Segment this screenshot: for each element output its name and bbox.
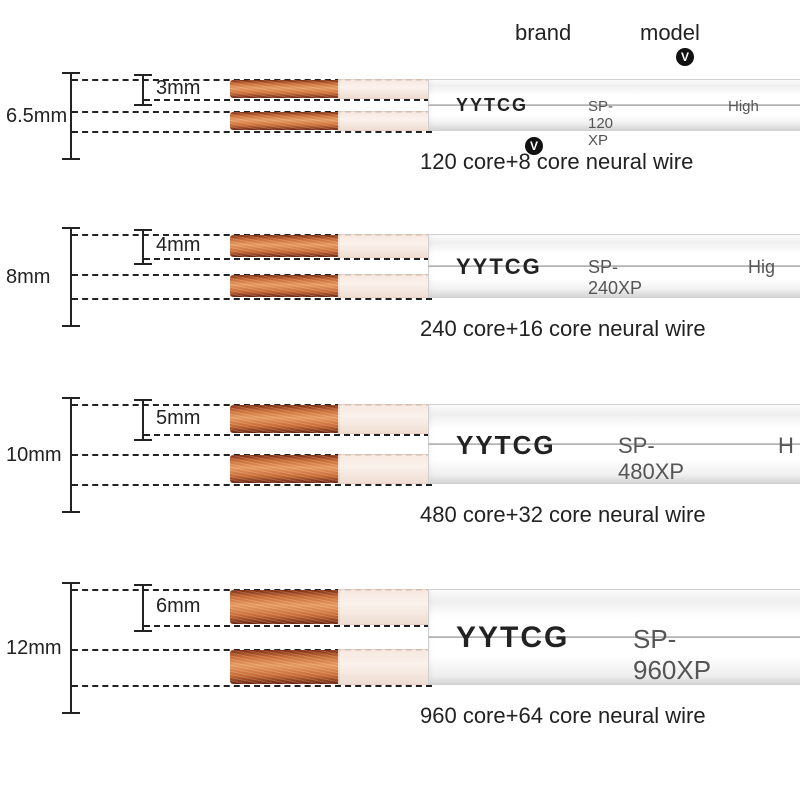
dim-tick xyxy=(62,72,80,74)
dim-tick xyxy=(134,399,152,401)
cable-extra-text: H xyxy=(778,433,794,459)
cable-row: 10mm 5mm YYTCG SP-480XP H 480 core+32 core ne… xyxy=(0,405,800,525)
dim-outer-label: 8mm xyxy=(6,266,50,289)
copper-strand xyxy=(230,235,340,257)
copper-strand xyxy=(230,455,340,483)
badge-icon: V xyxy=(525,137,543,155)
clear-jacket xyxy=(338,404,430,434)
clear-jacket xyxy=(338,111,430,131)
dim-dash xyxy=(72,298,432,300)
copper-strand xyxy=(230,650,340,684)
clear-jacket xyxy=(338,79,430,99)
dim-outer-bar xyxy=(70,72,72,158)
cable-caption: 120 core+8 core neural wire xyxy=(420,149,693,175)
dim-outer-label: 6.5mm xyxy=(6,105,67,128)
dim-tick xyxy=(134,439,152,441)
cable-brand-text: YYTCG xyxy=(456,430,556,461)
cable-model-text: SP-120 XP xyxy=(588,98,613,149)
dim-tick xyxy=(134,74,152,76)
dim-inner-label: 6mm xyxy=(156,595,200,618)
dim-tick xyxy=(62,712,80,714)
cable-row: 12mm 6mm YYTCG SP-960XP 960 core+64 core neu… xyxy=(0,590,800,726)
cable-row: 6.5mm3mmYYTCGSP-120 XPHigh120 core+8 cor… xyxy=(0,80,800,172)
dim-dash xyxy=(144,99,430,101)
clear-jacket xyxy=(338,274,430,298)
clear-jacket xyxy=(338,649,430,685)
copper-strand xyxy=(230,275,340,297)
dim-outer-bar xyxy=(70,582,72,712)
dim-tick xyxy=(62,227,80,229)
cable-brand-text: YYTCG xyxy=(456,621,569,655)
dim-dash xyxy=(72,484,432,486)
copper-strand xyxy=(230,405,340,433)
dim-tick xyxy=(134,104,152,106)
copper-strand xyxy=(230,112,340,130)
clear-jacket xyxy=(338,589,430,625)
dim-dash xyxy=(72,685,432,687)
header-brand-label: brand xyxy=(515,20,571,46)
cable-model-text: SP-960XP xyxy=(633,624,711,686)
cable-row: 8mm 4mm YYTCG SP-240XP Hig 240 core+16 core n… xyxy=(0,235,800,339)
copper-strand xyxy=(230,80,340,98)
dim-tick xyxy=(134,584,152,586)
cable-brand-text: YYTCG xyxy=(456,95,528,116)
dim-tick xyxy=(134,263,152,265)
dim-tick xyxy=(62,582,80,584)
cable-model-text: SP-480XP xyxy=(618,433,684,485)
dim-tick xyxy=(62,325,80,327)
dim-tick xyxy=(62,511,80,513)
cable-model-text: SP-240XP xyxy=(588,257,642,299)
dim-dash xyxy=(144,625,430,627)
dim-tick xyxy=(134,229,152,231)
dim-inner-label: 5mm xyxy=(156,407,200,430)
dim-tick xyxy=(134,630,152,632)
clear-jacket xyxy=(338,454,430,484)
cable-brand-text: YYTCG xyxy=(456,254,542,280)
header-model-label: model xyxy=(640,20,700,46)
clear-jacket xyxy=(338,234,430,258)
copper-strand xyxy=(230,590,340,624)
dim-dash xyxy=(72,131,432,133)
cable-extra-text: Hig xyxy=(748,257,775,278)
dim-outer-label: 12mm xyxy=(6,637,62,660)
badge-icon: V xyxy=(676,48,694,66)
cable-extra-text: High xyxy=(728,98,759,115)
dim-inner-label: 4mm xyxy=(156,234,200,257)
cable-caption: 240 core+16 core neural wire xyxy=(420,316,706,342)
cable-caption: 480 core+32 core neural wire xyxy=(420,502,706,528)
dim-outer-bar xyxy=(70,227,72,325)
dim-outer-label: 10mm xyxy=(6,444,62,467)
dim-tick xyxy=(62,397,80,399)
cable-caption: 960 core+64 core neural wire xyxy=(420,703,706,729)
dim-tick xyxy=(62,158,80,160)
dim-dash xyxy=(144,434,430,436)
dim-dash xyxy=(144,258,430,260)
